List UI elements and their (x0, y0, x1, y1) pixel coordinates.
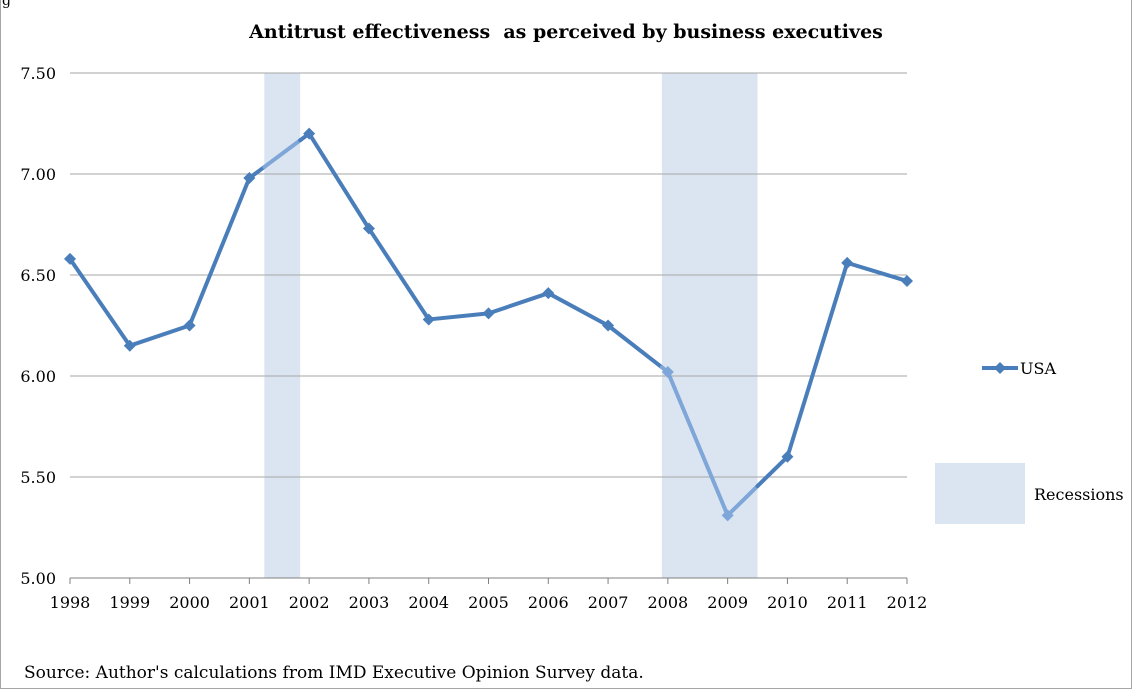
series-usa-segment-2002 (307, 131, 371, 231)
series-usa-segment-2005 (486, 291, 551, 316)
data-point-2000 (183, 319, 196, 332)
y-axis-ticks: 5.00 5.50 6.00 6.50 7.00 7.50 (20, 64, 56, 588)
data-point-2009 (721, 509, 734, 522)
x-tick-label-2005: 2005 (468, 593, 509, 612)
data-point-2011 (841, 256, 854, 269)
x-tick-label-2012: 2012 (887, 593, 928, 612)
legend: USA Recessions (935, 359, 1124, 524)
recession-band-2 (661, 73, 758, 578)
data-point-2008 (661, 365, 674, 378)
data-point-1999 (123, 339, 136, 352)
data-point-2003 (362, 222, 375, 235)
corner-label: g (2, 0, 11, 9)
series-usa-segment-2010 (785, 260, 850, 459)
series-usa-segment-2000 (187, 176, 252, 328)
y-tick-label-7.00: 7.00 (20, 165, 56, 184)
x-tick-label-1999: 1999 (109, 593, 150, 612)
gridlines (70, 72, 907, 478)
x-tick-label-1998: 1998 (50, 593, 91, 612)
data-point-2006 (542, 287, 555, 300)
legend-recessions-swatch (935, 463, 1025, 524)
series-usa-segment-2009 (725, 484, 760, 518)
source-note: Source: Author's calculations from IMD E… (24, 663, 644, 683)
data-point-2005 (482, 307, 495, 320)
x-tick-label-2009: 2009 (707, 593, 748, 612)
data-point-1998 (64, 252, 76, 265)
x-tick-label-2004: 2004 (408, 593, 449, 612)
x-tick-label-2000: 2000 (169, 593, 210, 612)
x-tick-label-2007: 2007 (588, 593, 629, 612)
legend-usa-label: USA (1020, 359, 1056, 378)
series-usa-segment-2006 (546, 291, 611, 328)
series-usa-segment-2007 (606, 323, 664, 370)
recession-band-1 (264, 73, 301, 578)
data-point-2007 (602, 319, 615, 332)
data-point-2001 (243, 172, 256, 185)
y-tick-label-6.00: 6.00 (20, 367, 56, 386)
y-tick-label-7.50: 7.50 (20, 64, 56, 83)
series-usa-line (68, 131, 909, 518)
recession-bands (264, 73, 758, 578)
x-tick-label-2002: 2002 (289, 593, 330, 612)
y-tick-label-5.00: 5.00 (20, 569, 56, 588)
data-point-2010 (781, 450, 794, 463)
series-usa-segment-2004 (426, 311, 491, 322)
series-usa-points (64, 127, 913, 522)
data-point-2004 (422, 313, 435, 326)
x-tick-label-2010: 2010 (767, 593, 808, 612)
x-tick-label-2008: 2008 (647, 593, 688, 612)
series-usa-segment-2011 (845, 260, 909, 284)
series-usa-segment-1999 (127, 323, 192, 348)
series-usa-segment-2001 (262, 138, 303, 169)
x-tick-label-2001: 2001 (229, 593, 270, 612)
x-tick-label-2011: 2011 (827, 593, 868, 612)
legend-recessions-label: Recessions (1034, 485, 1124, 504)
x-axis-ticks: 1998 1999 2000 2001 2002 2003 2004 2005 2006 2007… (50, 578, 928, 612)
legend-usa-marker (994, 362, 1006, 374)
y-tick-label-5.50: 5.50 (20, 468, 56, 487)
series-usa-segment-2003 (366, 226, 431, 322)
data-point-2002 (303, 127, 316, 140)
y-tick-label-6.50: 6.50 (20, 266, 56, 285)
x-tick-label-2003: 2003 (349, 593, 390, 612)
x-tick-label-2006: 2006 (528, 593, 569, 612)
data-point-2012 (901, 275, 913, 288)
series-usa-segment-2008 (665, 369, 730, 518)
series-usa-segment-2009 (755, 454, 790, 489)
series-usa-segment-1998 (68, 256, 132, 348)
chart-title: Antitrust effectiveness as perceived by … (248, 21, 883, 43)
